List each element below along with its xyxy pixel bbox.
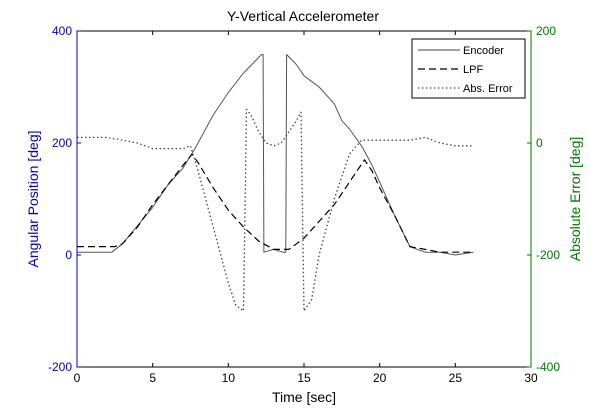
y-left-tick-label: 400 bbox=[52, 24, 72, 38]
legend: Encoder LPF Abs. Error bbox=[411, 38, 526, 99]
legend-label-abs-error: Abs. Error bbox=[463, 83, 513, 95]
x-tick-label: 20 bbox=[373, 371, 387, 385]
x-tick-label: 0 bbox=[74, 371, 81, 385]
y-right-tick-label: -400 bbox=[536, 360, 560, 374]
series-layer bbox=[77, 54, 474, 312]
legend-label-encoder: Encoder bbox=[463, 45, 504, 57]
y-right-tick-label: -200 bbox=[536, 248, 560, 262]
x-axis-title: Time [sec] bbox=[272, 389, 336, 405]
y-left-tick-label: -200 bbox=[48, 360, 72, 374]
y-right-tick-label: 0 bbox=[536, 136, 543, 150]
x-tick-label: 15 bbox=[297, 371, 311, 385]
x-tick-label: 25 bbox=[449, 371, 463, 385]
x-tick-label: 5 bbox=[149, 371, 156, 385]
x-tick-label: 10 bbox=[222, 371, 236, 385]
x-tick-label: 30 bbox=[524, 371, 538, 385]
series-line-lpf bbox=[77, 153, 474, 253]
y-left-tick-label: 0 bbox=[65, 248, 72, 262]
y-left-tick-label: 200 bbox=[52, 136, 72, 150]
y-right-tick-label: 200 bbox=[536, 24, 556, 38]
y-axis-title-left: Angular Position [deg] bbox=[25, 131, 41, 268]
series-line-abs-error bbox=[77, 108, 474, 312]
chart-title: Y-Vertical Accelerometer bbox=[227, 8, 379, 24]
y-axis-title-right: Absolute Error [deg] bbox=[567, 137, 583, 262]
legend-label-lpf: LPF bbox=[463, 64, 483, 76]
